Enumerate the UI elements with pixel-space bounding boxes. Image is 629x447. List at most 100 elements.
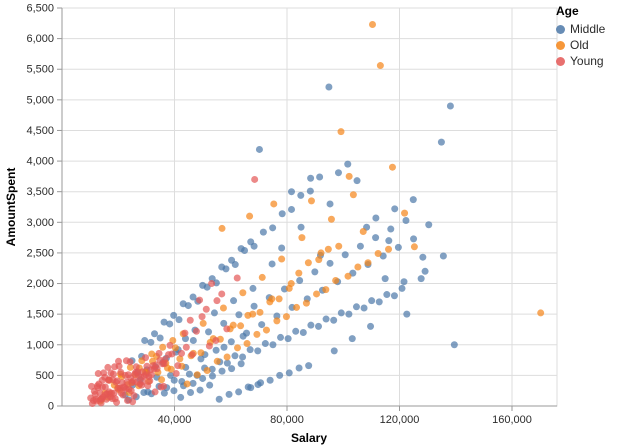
data-point-old bbox=[275, 295, 283, 303]
data-point-old bbox=[253, 330, 261, 338]
data-point-young bbox=[223, 325, 231, 333]
data-point-young bbox=[108, 389, 115, 397]
data-point-old bbox=[344, 272, 352, 280]
data-point-old bbox=[158, 376, 166, 384]
data-point-middle bbox=[189, 293, 197, 301]
data-point-middle bbox=[228, 256, 236, 264]
data-point-middle bbox=[249, 284, 257, 292]
data-point-old bbox=[193, 371, 201, 379]
data-point-young bbox=[181, 329, 189, 337]
data-point-young bbox=[218, 290, 226, 298]
data-point-young bbox=[112, 378, 120, 386]
data-point-old bbox=[159, 343, 167, 351]
data-point-middle bbox=[141, 336, 149, 344]
data-point-middle bbox=[246, 346, 254, 354]
y-tick-label: 1,000 bbox=[26, 339, 54, 351]
data-point-middle bbox=[337, 309, 345, 317]
data-point-young bbox=[205, 342, 213, 350]
data-point-middle bbox=[170, 376, 178, 384]
data-point-young bbox=[109, 370, 117, 378]
data-point-young bbox=[198, 313, 206, 321]
x-tick-label: 120,000 bbox=[380, 414, 420, 426]
legend-item-middle[interactable]: Middle bbox=[556, 21, 628, 37]
data-point-middle bbox=[326, 200, 334, 208]
data-point-middle bbox=[278, 244, 286, 252]
data-point-young bbox=[186, 316, 194, 324]
data-point-old bbox=[304, 259, 312, 267]
data-point-old bbox=[234, 344, 241, 352]
x-tick-label: 40,000 bbox=[158, 414, 192, 426]
data-point-middle bbox=[391, 205, 399, 213]
data-point-young bbox=[202, 305, 210, 313]
data-point-middle bbox=[247, 238, 255, 246]
data-point-middle bbox=[273, 312, 281, 320]
data-point-old bbox=[369, 21, 376, 29]
data-point-middle bbox=[285, 369, 293, 377]
data-point-young bbox=[108, 395, 116, 403]
data-point-young bbox=[129, 377, 137, 385]
legend-item-old[interactable]: Old bbox=[556, 37, 628, 53]
data-point-middle bbox=[276, 371, 284, 379]
data-point-old bbox=[410, 243, 418, 251]
data-point-middle bbox=[352, 303, 360, 311]
data-point-old bbox=[322, 286, 330, 294]
data-point-young bbox=[166, 341, 174, 349]
y-tick-label: 5,000 bbox=[26, 94, 54, 106]
data-point-old bbox=[349, 191, 357, 199]
data-point-middle bbox=[268, 260, 276, 268]
data-point-old bbox=[364, 259, 372, 267]
data-point-young bbox=[188, 351, 196, 359]
data-point-young bbox=[157, 383, 165, 391]
data-point-middle bbox=[325, 83, 333, 91]
y-tick-label: 0 bbox=[48, 401, 54, 413]
data-point-middle bbox=[230, 297, 238, 305]
data-point-middle bbox=[367, 322, 375, 330]
data-point-young bbox=[98, 376, 106, 384]
data-point-middle bbox=[398, 284, 406, 292]
legend-item-young[interactable]: Young bbox=[556, 53, 628, 69]
data-point-middle bbox=[385, 237, 393, 245]
data-point-young bbox=[212, 336, 220, 344]
data-point-young bbox=[182, 343, 190, 351]
data-point-old bbox=[199, 319, 207, 327]
data-point-middle bbox=[261, 340, 269, 348]
data-point-middle bbox=[179, 300, 187, 308]
data-point-middle bbox=[269, 341, 277, 349]
data-point-middle bbox=[360, 304, 368, 312]
data-point-middle bbox=[212, 346, 220, 354]
data-point-middle bbox=[185, 370, 193, 378]
data-point-middle bbox=[295, 364, 303, 372]
data-point-middle bbox=[170, 311, 178, 319]
data-point-middle bbox=[284, 335, 292, 343]
data-point-middle bbox=[353, 177, 361, 185]
data-point-old bbox=[359, 227, 367, 235]
data-point-old bbox=[327, 215, 335, 223]
data-point-middle bbox=[187, 389, 195, 397]
data-point-old bbox=[197, 349, 205, 357]
data-point-young bbox=[123, 378, 131, 386]
data-point-old bbox=[213, 357, 221, 365]
data-point-middle bbox=[147, 338, 155, 346]
data-point-old bbox=[324, 245, 332, 253]
data-point-middle bbox=[288, 205, 295, 213]
data-point-middle bbox=[344, 160, 352, 168]
data-point-young bbox=[120, 383, 128, 391]
data-point-middle bbox=[372, 214, 380, 222]
data-point-middle bbox=[345, 310, 353, 318]
data-point-middle bbox=[254, 347, 262, 355]
data-point-middle bbox=[244, 383, 252, 391]
data-point-middle bbox=[220, 319, 228, 327]
data-point-middle bbox=[225, 390, 233, 398]
data-point-old bbox=[285, 284, 293, 292]
data-point-middle bbox=[330, 316, 338, 324]
data-point-middle bbox=[316, 173, 324, 181]
data-point-middle bbox=[375, 298, 383, 306]
y-tick-label: 3,500 bbox=[26, 186, 54, 198]
data-point-young bbox=[172, 370, 180, 378]
gridlines bbox=[62, 7, 557, 407]
data-point-old bbox=[385, 245, 393, 253]
data-point-middle bbox=[297, 191, 305, 199]
data-point-old bbox=[148, 350, 156, 358]
data-point-middle bbox=[297, 223, 305, 231]
